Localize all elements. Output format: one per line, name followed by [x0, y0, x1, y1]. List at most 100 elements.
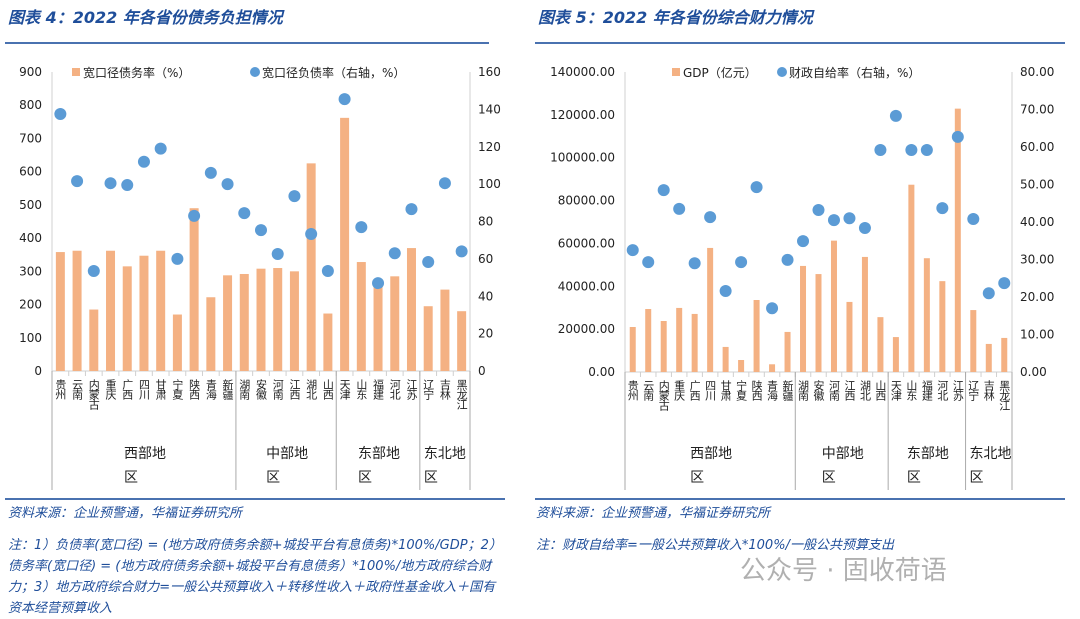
bar — [356, 262, 366, 371]
x-tick-label: 宁夏 — [171, 378, 184, 400]
bar — [629, 327, 636, 372]
x-tick-label: 贵州 — [626, 380, 639, 401]
scatter-point — [372, 277, 385, 290]
y2-tick-label: 160 — [478, 65, 501, 79]
x-tick-label: 天津 — [889, 380, 902, 401]
x-tick-label: 陕西 — [750, 379, 763, 401]
y2-tick-label: 140 — [478, 102, 501, 116]
legend-bar-label: GDP（亿元） — [683, 65, 757, 80]
x-tick-label: 江西 — [288, 379, 301, 400]
scatter-point — [688, 257, 701, 270]
scatter-point — [438, 177, 451, 190]
source-left: 资料来源：企业预警通，华福证券研究所 — [8, 506, 243, 521]
bar — [660, 321, 667, 372]
y-tick-label: 900 — [19, 65, 42, 79]
group-label: 东北地区 — [424, 446, 466, 486]
bar — [784, 331, 791, 372]
y2-tick-label: 80.00 — [1020, 65, 1054, 79]
y2-tick-label: 100 — [478, 177, 501, 191]
scatter-point — [642, 256, 655, 269]
y2-tick-label: 80 — [478, 215, 493, 229]
scatter-point — [889, 109, 902, 122]
y2-tick-label: 30.00 — [1020, 253, 1054, 267]
x-tick-label: 河南 — [271, 379, 284, 400]
bar — [89, 309, 99, 371]
scatter-point — [735, 256, 748, 269]
bar — [645, 309, 652, 372]
divider — [5, 498, 505, 500]
bar — [340, 117, 350, 371]
y2-tick-label: 0.00 — [1020, 365, 1047, 379]
scatter-point — [719, 285, 732, 297]
x-tick-label: 辽宁 — [422, 379, 435, 400]
y-tick-label: 500 — [19, 198, 42, 212]
note-left: 注：1）负债率(宽口径) = (地方政府债务余额+城投平台有息债务)*100%/… — [8, 538, 502, 616]
bar — [861, 256, 868, 372]
bar — [830, 240, 837, 372]
x-tick-label: 山西 — [321, 379, 334, 400]
scatter-point — [137, 155, 150, 168]
watermark: 公众号 · 固收荷语 — [740, 556, 947, 586]
bar — [939, 281, 946, 372]
scatter-point — [154, 142, 167, 155]
x-tick-label: 四川 — [137, 379, 150, 400]
x-tick-label: 吉林 — [438, 379, 451, 400]
divider — [535, 498, 1065, 500]
bar — [691, 313, 698, 372]
bar — [373, 281, 383, 371]
x-tick-label: 广西 — [688, 380, 701, 401]
x-tick-label: 新疆 — [781, 379, 794, 401]
scatter-point — [405, 203, 418, 216]
y2-tick-label: 10.00 — [1020, 328, 1054, 342]
y-tick-label: 800 — [19, 98, 42, 112]
bar — [206, 297, 216, 371]
bar — [722, 346, 729, 372]
bar — [122, 266, 132, 371]
scatter-point — [936, 202, 949, 215]
x-tick-label: 云南 — [642, 380, 655, 401]
bar — [954, 108, 961, 373]
y2-tick-label: 50.00 — [1020, 178, 1054, 192]
y-tick-label: 0.00 — [588, 365, 615, 379]
legend-dot-label: 宽口径负债率（右轴，%） — [262, 65, 405, 80]
scatter-point — [54, 108, 67, 121]
scatter-point — [204, 166, 217, 179]
y-tick-label: 20000.00 — [558, 322, 615, 336]
scatter-point — [121, 179, 134, 192]
x-tick-label: 云南 — [71, 379, 84, 400]
scatter-point — [951, 130, 964, 143]
scatter-point — [171, 252, 184, 265]
x-tick-label: 福建 — [920, 379, 933, 402]
group-label: 东北地区 — [970, 446, 1012, 486]
scatter-point — [766, 302, 779, 315]
y-tick-label: 300 — [19, 264, 42, 278]
bar — [156, 250, 166, 371]
bar — [390, 276, 400, 371]
bar — [306, 163, 316, 371]
y-tick-label: 0 — [34, 364, 42, 378]
x-tick-label: 山东 — [355, 379, 368, 400]
legend-dot-swatch — [250, 67, 260, 77]
bar — [55, 252, 65, 371]
legend-bar-label: 宽口径债务率（%） — [83, 65, 190, 80]
x-tick-label: 湖北 — [305, 379, 318, 400]
scatter-point — [305, 228, 318, 241]
bar — [289, 271, 299, 371]
y-tick-label: 600 — [19, 165, 42, 179]
x-tick-label: 安徽 — [255, 378, 268, 401]
bar — [800, 265, 807, 372]
x-tick-label: 山西 — [874, 380, 887, 401]
scatter-point — [271, 248, 284, 261]
y-tick-label: 80000.00 — [558, 194, 615, 208]
y2-tick-label: 60 — [478, 252, 493, 266]
bar — [239, 273, 249, 371]
x-tick-label: 河南 — [827, 380, 840, 401]
scatter-point — [920, 144, 933, 156]
scatter-point — [221, 178, 234, 191]
bar — [323, 313, 333, 371]
x-tick-label: 江苏 — [405, 379, 418, 401]
x-tick-label: 辽宁 — [967, 380, 980, 401]
y-tick-label: 60000.00 — [558, 236, 615, 250]
